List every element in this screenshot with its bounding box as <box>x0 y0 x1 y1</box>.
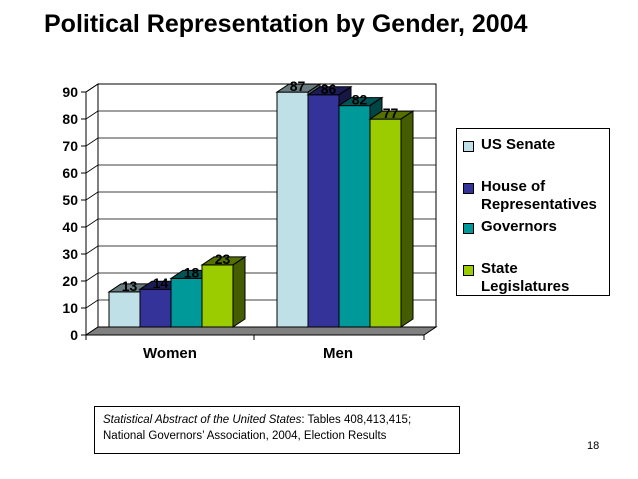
legend-swatch <box>463 183 474 194</box>
data-label: 87 <box>290 78 306 94</box>
legend: US Senate House of Representatives Governor… <box>456 128 610 296</box>
gridline-side <box>85 245 99 255</box>
source-note: Statistical Abstract of the United State… <box>94 406 460 454</box>
y-tick-label: 40 <box>62 219 78 235</box>
data-label: 13 <box>122 278 138 294</box>
gridline-side <box>85 137 99 147</box>
y-tick-label: 0 <box>70 327 78 343</box>
x-tick-label: Men <box>323 345 353 362</box>
data-label: 18 <box>184 264 200 280</box>
y-tick-label: 70 <box>62 138 78 154</box>
plot-floor <box>84 326 438 336</box>
y-tick-label: 60 <box>62 165 78 181</box>
data-label: 23 <box>215 251 231 267</box>
bar-side <box>400 110 414 328</box>
legend-label: US Senate <box>481 136 556 153</box>
bar-front <box>307 94 340 328</box>
bar-front <box>338 105 371 328</box>
gridline-side <box>85 299 99 309</box>
bar-men-state-legislatures <box>368 110 415 328</box>
y-tick-label: 50 <box>62 192 78 208</box>
y-tick-label: 90 <box>62 84 78 100</box>
plot-side-wall <box>85 83 99 336</box>
gridline-side <box>85 164 99 174</box>
bar-women-state-legislatures <box>200 255 247 328</box>
source-italic: Statistical Abstract of the United State… <box>103 414 302 426</box>
legend-label: State Legislatures <box>481 260 570 295</box>
gridline-side <box>85 83 99 93</box>
gridline-side <box>85 191 99 201</box>
legend-item: House of Representatives <box>463 178 613 214</box>
y-tick-label: 10 <box>62 300 78 316</box>
bar-front <box>369 118 402 328</box>
x-tick-label: Women <box>143 345 197 362</box>
source-tables: : Tables 408,413,415; <box>301 414 412 426</box>
legend-item: Governors <box>463 218 613 236</box>
data-label: 82 <box>352 92 368 108</box>
page-number: 18 <box>587 440 600 452</box>
data-label: 86 <box>321 81 337 97</box>
bar-front <box>108 291 141 328</box>
gridline-side <box>85 110 99 120</box>
y-tick-label: 80 <box>62 111 78 127</box>
gridline-side <box>85 272 99 282</box>
bar-front <box>276 91 309 328</box>
legend-label: House of Representatives <box>481 178 597 213</box>
data-labels: 13 14 18 23 87 86 82 77 <box>122 78 399 294</box>
bar-front <box>139 288 172 328</box>
legend-label: Governors <box>481 218 557 235</box>
y-tick-label: 30 <box>62 246 78 262</box>
y-tick-label: 20 <box>62 273 78 289</box>
legend-item: State Legislatures <box>463 260 613 296</box>
bars <box>107 83 415 328</box>
bar-side <box>232 255 246 328</box>
data-label: 77 <box>383 105 399 121</box>
legend-swatch <box>463 223 474 234</box>
chart-title: Political Representation by Gender, 2004 <box>44 10 528 38</box>
source-line2: National Governors’ Association, 2004, E… <box>103 430 387 442</box>
gridline-side <box>85 218 99 228</box>
legend-item: US Senate <box>463 136 613 154</box>
axes: 0 10 20 30 40 50 60 70 80 90 Women Men <box>62 84 438 362</box>
legend-swatch <box>463 141 474 152</box>
legend-swatch <box>463 265 474 276</box>
bar-front <box>170 277 203 328</box>
bar-front <box>201 264 234 328</box>
data-label: 14 <box>153 275 169 291</box>
